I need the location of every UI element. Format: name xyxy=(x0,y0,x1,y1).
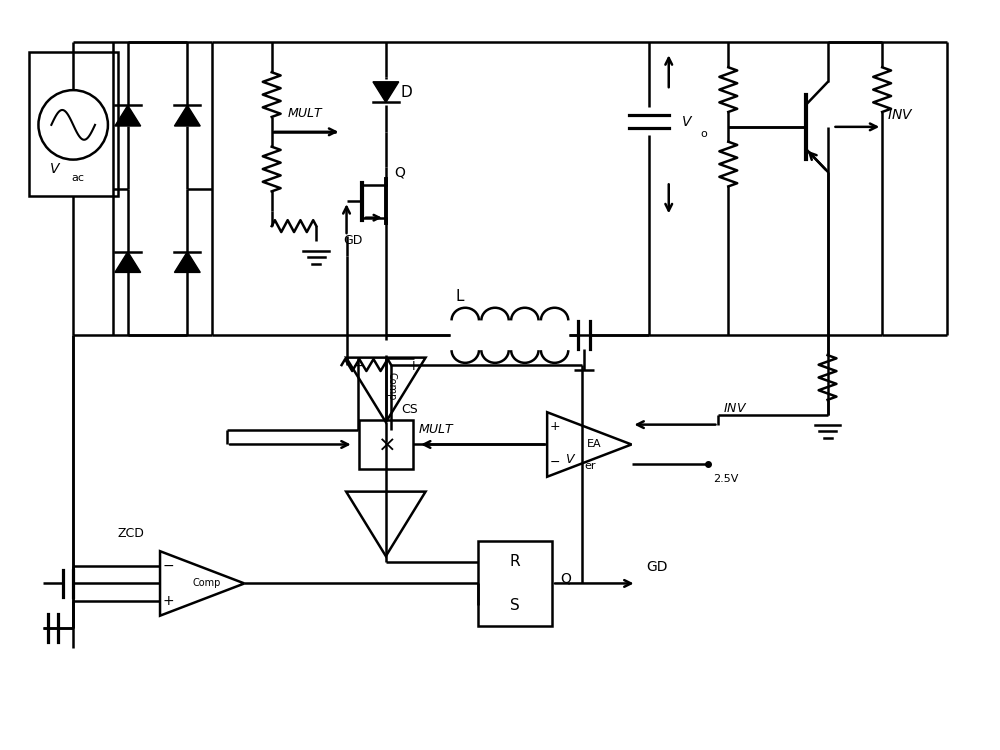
Text: er: er xyxy=(585,461,596,471)
Polygon shape xyxy=(174,252,200,272)
Text: GD: GD xyxy=(646,560,668,574)
Text: +: + xyxy=(408,358,419,373)
Bar xyxy=(359,420,413,470)
Text: +: + xyxy=(550,420,560,433)
Text: L: L xyxy=(455,289,464,304)
Text: $V$: $V$ xyxy=(565,453,576,466)
Text: $INV$: $INV$ xyxy=(887,108,914,122)
Text: −: − xyxy=(550,456,560,469)
Text: $\times$: $\times$ xyxy=(377,434,395,454)
Bar xyxy=(478,542,552,626)
Text: Comp: Comp xyxy=(193,578,221,589)
Text: −: − xyxy=(352,358,364,373)
Text: Comp: Comp xyxy=(387,372,397,400)
Polygon shape xyxy=(373,82,399,103)
Polygon shape xyxy=(115,105,141,126)
Text: ac: ac xyxy=(71,173,84,184)
Text: Q: Q xyxy=(394,166,405,179)
Text: $V$: $V$ xyxy=(49,161,61,176)
Text: EA: EA xyxy=(587,440,602,449)
Text: S: S xyxy=(510,598,520,613)
Text: +: + xyxy=(162,594,174,608)
Bar xyxy=(29,53,118,196)
Text: GD: GD xyxy=(343,234,363,247)
Polygon shape xyxy=(115,252,141,272)
Text: $INV$: $INV$ xyxy=(723,402,748,415)
Text: $MULT$: $MULT$ xyxy=(418,423,455,436)
Text: $V$: $V$ xyxy=(681,115,693,129)
Text: D: D xyxy=(401,85,412,100)
Text: ZCD: ZCD xyxy=(118,527,145,540)
Text: Q: Q xyxy=(560,572,571,586)
Text: $MULT$: $MULT$ xyxy=(287,107,324,120)
Text: −: − xyxy=(162,559,174,572)
Text: 2.5V: 2.5V xyxy=(713,474,739,484)
Text: o: o xyxy=(701,129,707,139)
Text: R: R xyxy=(510,554,520,569)
Text: CS: CS xyxy=(401,404,418,416)
Polygon shape xyxy=(174,105,200,126)
